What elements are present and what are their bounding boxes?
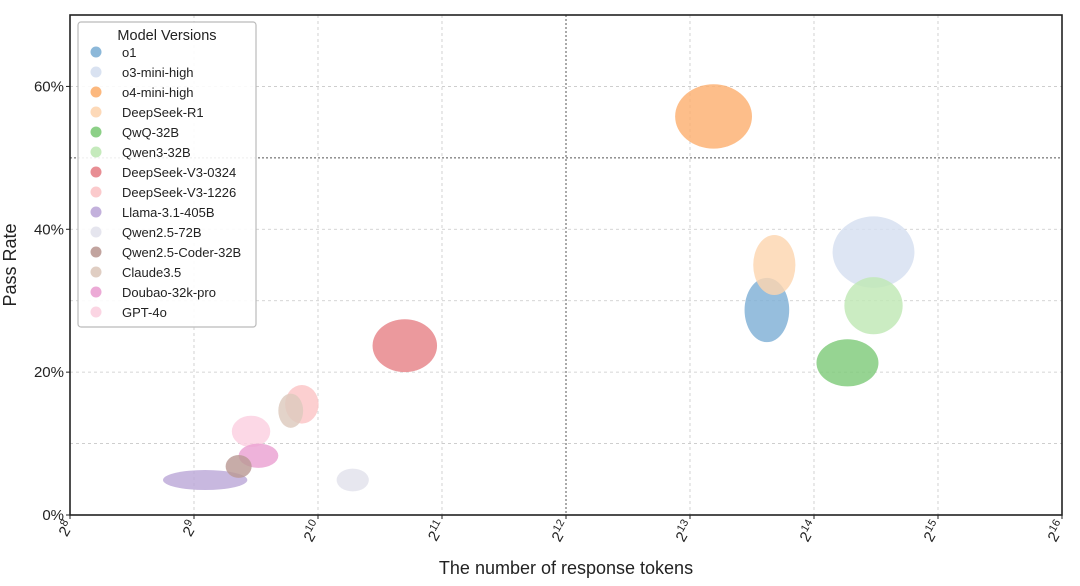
bubble-deepseek-v3-0324[interactable] — [372, 319, 438, 373]
bubble-deepseek-r1[interactable] — [753, 235, 796, 295]
legend-label: o4-mini-high — [122, 85, 194, 100]
legend-title: Model Versions — [117, 28, 216, 44]
y-tick-label: 40% — [34, 221, 64, 238]
legend-marker — [90, 246, 102, 258]
legend-label: Qwen3-32B — [122, 145, 191, 160]
legend-marker — [90, 206, 102, 218]
bubble-qwen3-32b[interactable] — [844, 277, 903, 335]
bubble-claude3-5[interactable] — [278, 393, 304, 428]
legend-label: Qwen2.5-Coder-32B — [122, 245, 241, 260]
legend-marker — [90, 106, 102, 118]
bubble-llama-3-1-405b[interactable] — [163, 470, 248, 490]
y-tick-label: 20% — [34, 364, 64, 381]
legend: Model Versions o1 o3-mini-high o4-mini-hig… — [77, 21, 257, 328]
y-tick-label: 0% — [42, 507, 64, 524]
y-tick-label: 60% — [34, 78, 64, 95]
x-tick-label: 215 — [919, 518, 946, 545]
legend-label: o3-mini-high — [122, 65, 194, 80]
bubble-o4-mini-high[interactable] — [675, 84, 752, 149]
bubble-qwen2-5-72b[interactable] — [336, 468, 369, 492]
legend-label: Claude3.5 — [122, 265, 181, 280]
bubble-qwen2-5-coder-32b[interactable] — [225, 455, 252, 478]
legend-marker — [90, 286, 102, 298]
legend-label: Llama-3.1-405B — [122, 205, 215, 220]
legend-marker — [90, 186, 102, 198]
legend-label: DeepSeek-R1 — [122, 105, 204, 120]
y-ticks: 0% 20% 40% 60% — [34, 78, 70, 524]
legend-label: QwQ-32B — [122, 125, 179, 140]
legend-marker — [90, 306, 102, 318]
x-tick-label: 216 — [1043, 518, 1070, 545]
legend-marker — [90, 66, 102, 78]
x-tick-label: 210 — [299, 518, 326, 545]
x-tick-label: 212 — [547, 518, 574, 545]
legend-marker — [90, 46, 102, 58]
legend-marker — [90, 226, 102, 238]
legend-box — [77, 21, 257, 328]
legend-label: o1 — [122, 45, 136, 60]
legend-label: Doubao-32k-pro — [122, 285, 216, 300]
y-axis-title: Pass Rate — [0, 223, 20, 306]
legend-marker — [90, 86, 102, 98]
legend-marker — [90, 126, 102, 138]
legend-label: GPT-4o — [122, 305, 167, 320]
legend-label: Qwen2.5-72B — [122, 225, 202, 240]
x-tick-label: 29 — [178, 518, 202, 540]
legend-marker — [90, 146, 102, 158]
legend-marker — [90, 166, 102, 178]
x-tick-label: 213 — [671, 518, 698, 545]
legend-marker — [90, 266, 102, 278]
x-tick-label: 211 — [423, 518, 449, 545]
legend-label: DeepSeek-V3-1226 — [122, 185, 236, 200]
bubbles — [163, 84, 915, 492]
bubble-o3-mini-high[interactable] — [832, 216, 915, 288]
x-tick-label: 214 — [795, 518, 822, 545]
legend-label: DeepSeek-V3-0324 — [122, 165, 236, 180]
x-axis-title: The number of response tokens — [439, 558, 693, 578]
bubble-gpt-4o[interactable] — [231, 415, 271, 448]
bubble-qwq-32b[interactable] — [816, 339, 879, 387]
